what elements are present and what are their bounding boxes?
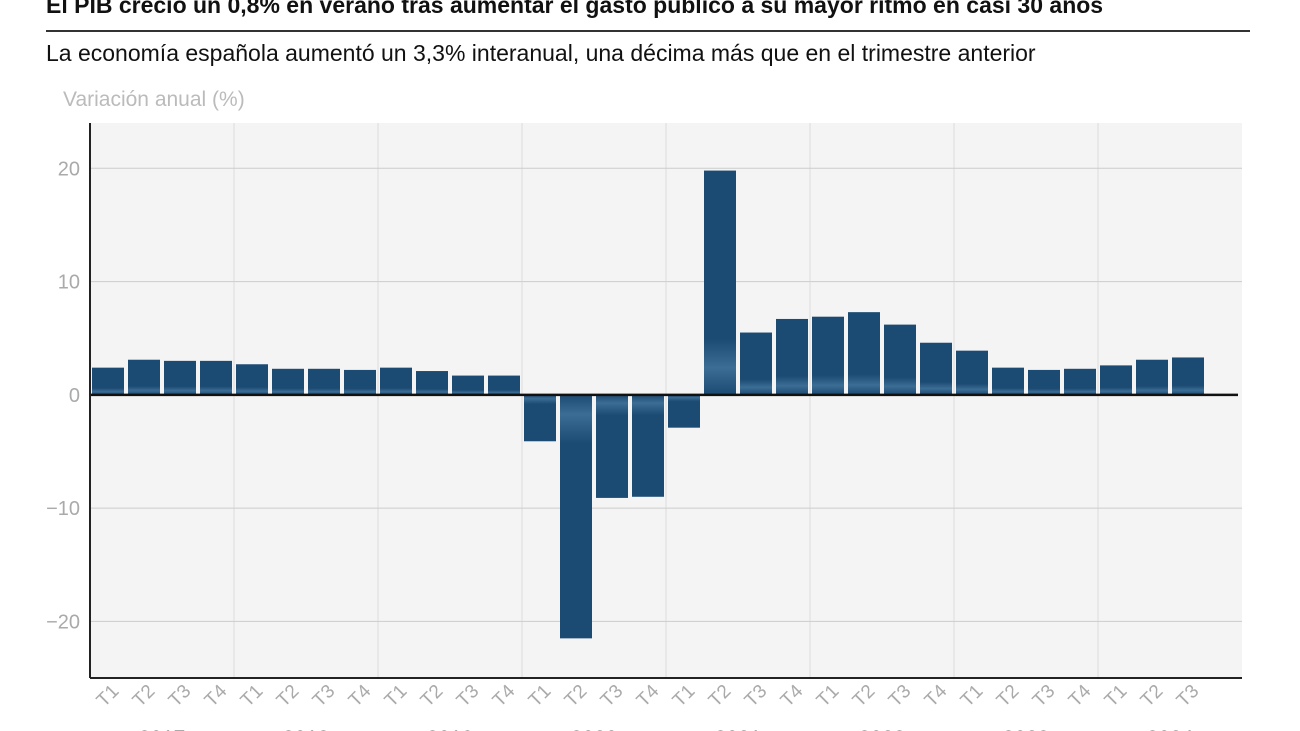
- bar: [920, 342, 952, 395]
- bar: [1064, 368, 1096, 395]
- x-tick-label: T1: [381, 681, 412, 712]
- x-tick-label: T4: [633, 681, 664, 712]
- bar: [956, 350, 988, 395]
- x-tick-label: T4: [921, 681, 952, 712]
- x-tick-label: T3: [309, 681, 340, 712]
- x-tick-label: T1: [957, 681, 988, 712]
- x-year-label: 2019: [427, 727, 474, 731]
- x-year-label: 2023: [1003, 727, 1050, 731]
- x-tick-label: T2: [561, 681, 592, 712]
- x-tick-label: T4: [345, 681, 376, 712]
- bar: [776, 318, 808, 395]
- bar: [380, 367, 412, 395]
- x-year-label: 2022: [859, 727, 906, 731]
- x-tick-label: T3: [741, 681, 772, 712]
- x-tick-label: T2: [273, 681, 304, 712]
- bar: [668, 394, 700, 428]
- y-tick-label: 0: [69, 385, 80, 407]
- x-tick-label: T4: [201, 681, 232, 712]
- x-tick-label: T4: [1065, 681, 1096, 712]
- x-year-label: 2024: [1147, 727, 1194, 731]
- x-tick-label: T3: [1173, 681, 1204, 712]
- bar: [740, 332, 772, 395]
- x-tick-label: T1: [93, 681, 124, 712]
- bar: [1028, 369, 1060, 395]
- x-tick-label: T2: [417, 681, 448, 712]
- x-tick-label: T3: [165, 681, 196, 712]
- bar: [308, 368, 340, 395]
- y-tick-label: −10: [46, 498, 80, 520]
- x-tick-label: T3: [885, 681, 916, 712]
- x-year-label: 2020: [571, 727, 618, 731]
- bar: [560, 394, 592, 639]
- x-tick-label: T2: [849, 681, 880, 712]
- bar: [1100, 365, 1132, 395]
- bar: [416, 371, 448, 395]
- bar: [200, 360, 232, 395]
- x-year-label: 2018: [283, 727, 330, 731]
- bar: [848, 312, 880, 395]
- x-tick-label: T1: [813, 681, 844, 712]
- y-tick-label: −20: [46, 611, 80, 633]
- bar: [596, 394, 628, 498]
- x-tick-label: T2: [993, 681, 1024, 712]
- bar: [344, 369, 376, 395]
- x-tick-label: T2: [1137, 681, 1168, 712]
- y-tick-label: 10: [58, 272, 80, 294]
- x-tick-label: T3: [1029, 681, 1060, 712]
- bar: [524, 394, 556, 442]
- x-year-label: 2021: [715, 727, 762, 731]
- y-tick-label: 20: [58, 158, 80, 180]
- x-tick-label: T2: [705, 681, 736, 712]
- bar: [812, 316, 844, 395]
- chart-subtitle: La economía española aumentó un 3,3% int…: [46, 40, 1036, 66]
- bar: [164, 360, 196, 395]
- y-axis-label: Variación anual (%): [63, 88, 245, 111]
- x-tick-label: T1: [1101, 681, 1132, 712]
- x-tick-label: T1: [237, 681, 268, 712]
- bar: [632, 394, 664, 497]
- bar: [1172, 357, 1204, 395]
- bar: [452, 375, 484, 395]
- x-tick-label: T3: [453, 681, 484, 712]
- x-year-label: 2017: [139, 727, 186, 731]
- x-tick-label: T1: [525, 681, 556, 712]
- chart-title: El PIB creció un 0,8% en verano tras aum…: [46, 0, 1104, 18]
- x-tick-label: T4: [777, 681, 808, 712]
- x-tick-label: T2: [129, 681, 160, 712]
- x-tick-label: T1: [669, 681, 700, 712]
- bar: [488, 375, 520, 395]
- x-tick-label: T3: [597, 681, 628, 712]
- bar: [92, 367, 124, 395]
- x-tick-label: T4: [489, 681, 520, 712]
- bar: [884, 324, 916, 395]
- bar: [1136, 359, 1168, 395]
- bar: [992, 367, 1024, 395]
- bar: [128, 359, 160, 395]
- bar: [704, 170, 736, 395]
- bar: [236, 364, 268, 395]
- bar: [272, 368, 304, 395]
- title-divider: [46, 30, 1250, 32]
